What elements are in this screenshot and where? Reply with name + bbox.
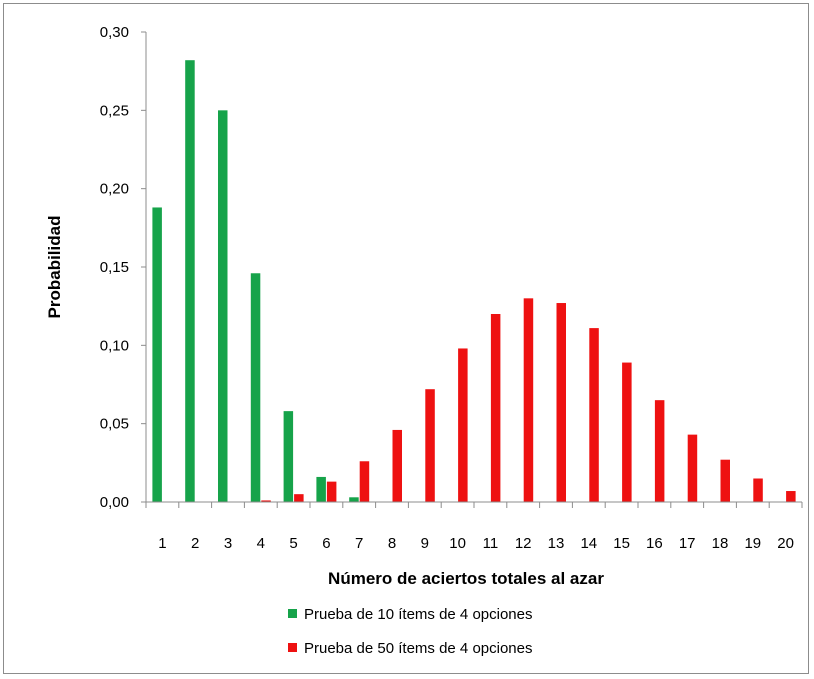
bar-series-2 — [687, 434, 698, 502]
bar-series-2 — [392, 429, 402, 502]
bar-series-2 — [654, 400, 665, 502]
bar-series-2 — [458, 348, 468, 502]
x-tick-label: 10 — [449, 535, 466, 552]
chart-frame — [3, 3, 809, 674]
y-tick-label: 0,15 — [100, 259, 129, 276]
legend: Prueba de 10 ítems de 4 opciones Prueba … — [288, 606, 533, 657]
x-tick-label: 1 — [158, 535, 166, 552]
y-tick-label: 0,00 — [100, 494, 129, 511]
x-tick-label: 4 — [257, 535, 265, 552]
legend-label-series-2: Prueba de 50 ítems de 4 opciones — [304, 640, 533, 657]
bar-series-2 — [622, 362, 632, 502]
y-tick-label: 0,30 — [100, 24, 129, 41]
y-axis-ticks: 0,00 0,05 0,10 0,15 0,20 0,25 0,30 — [100, 24, 146, 511]
x-tick-label: 17 — [679, 535, 696, 552]
bar-series-2 — [490, 314, 501, 502]
bar-series-2 — [326, 481, 337, 502]
bar-series-2 — [425, 389, 435, 502]
bar-series-1 — [349, 497, 359, 502]
x-axis-title: Número de aciertos totales al azar — [328, 569, 604, 588]
bar-series-1 — [218, 110, 228, 502]
x-tick-label: 5 — [289, 535, 297, 552]
x-axis-ticks: 1 2 3 4 5 6 7 8 9 10 11 12 13 14 15 16 17 18 19 20 — [145, 502, 803, 552]
x-tick-label: 15 — [613, 535, 630, 552]
x-tick-label: 9 — [421, 535, 429, 552]
bar-series-2 — [523, 298, 534, 502]
bar-series-2 — [294, 494, 304, 502]
legend-swatch-series-1 — [288, 609, 297, 618]
x-tick-label: 11 — [483, 535, 499, 552]
x-tick-label: 12 — [515, 535, 532, 552]
x-tick-label: 18 — [712, 535, 729, 552]
x-tick-label: 14 — [580, 535, 597, 552]
x-tick-label: 3 — [224, 535, 232, 552]
bar-series-2 — [589, 328, 599, 502]
bar-series-2 — [261, 500, 271, 502]
bar-series-1 — [283, 411, 294, 502]
x-tick-label: 20 — [777, 535, 794, 552]
x-tick-label: 2 — [191, 535, 199, 552]
y-tick-label: 0,20 — [100, 181, 129, 198]
bar-series-2 — [556, 303, 566, 502]
bar-series-1 — [185, 60, 195, 502]
bar-series-1 — [316, 476, 326, 502]
y-tick-label: 0,10 — [100, 337, 129, 354]
y-tick-label: 0,05 — [100, 416, 129, 433]
legend-swatch-series-2 — [288, 643, 297, 652]
bar-series-2 — [359, 461, 370, 502]
x-tick-label: 8 — [388, 535, 396, 552]
bar-series-1 — [152, 207, 162, 502]
legend-label-series-1: Prueba de 10 ítems de 4 opciones — [304, 606, 533, 623]
bar-series-2 — [720, 459, 730, 502]
y-tick-label: 0,25 — [100, 102, 129, 119]
bar-marks — [152, 60, 796, 502]
x-tick-label: 16 — [646, 535, 663, 552]
x-tick-label: 19 — [744, 535, 761, 552]
y-axis-title: Probabilidad — [45, 216, 64, 319]
bar-series-1 — [250, 273, 261, 502]
x-tick-label: 6 — [322, 535, 330, 552]
bar-series-2 — [753, 478, 763, 502]
bar-series-2 — [786, 491, 796, 502]
x-tick-label: 13 — [548, 535, 565, 552]
x-tick-label: 7 — [355, 535, 363, 552]
